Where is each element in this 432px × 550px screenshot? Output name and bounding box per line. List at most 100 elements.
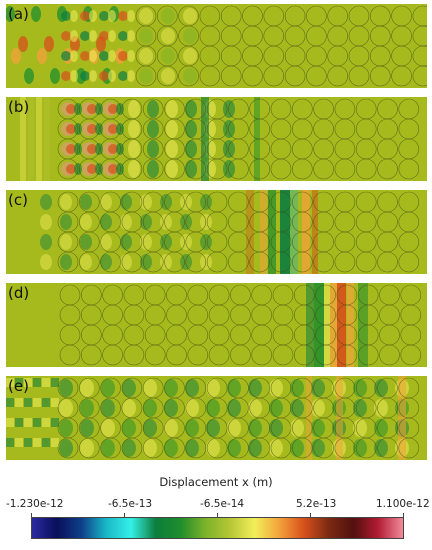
field-band <box>302 190 310 274</box>
field-blob <box>185 419 199 437</box>
tick-label-4: 5.2e-13 <box>296 498 337 510</box>
field-blob <box>40 254 52 270</box>
field-blob <box>40 234 52 250</box>
field-blob <box>185 100 197 118</box>
field-blob <box>118 11 128 21</box>
field-blob <box>185 439 199 457</box>
field-blob <box>166 100 178 118</box>
field-band <box>330 283 338 367</box>
field-blob <box>248 379 262 397</box>
field-blob <box>183 28 197 44</box>
field-blob <box>143 439 157 457</box>
field-cell <box>51 438 59 447</box>
inclusion-circle <box>185 251 207 273</box>
field-blob <box>139 48 153 64</box>
field-blob <box>353 379 367 397</box>
field-blob <box>206 399 220 417</box>
field-blob <box>80 439 94 457</box>
field-blob <box>99 31 109 41</box>
inclusion-circle <box>102 344 123 366</box>
inclusion-circle <box>228 437 249 459</box>
field-cell <box>6 418 14 427</box>
inclusion-circle <box>164 437 185 459</box>
panel-a: (a) <box>6 4 427 88</box>
field-band <box>306 376 312 460</box>
inclusion-circle <box>334 251 356 273</box>
field-cell <box>24 398 32 407</box>
panel-b-field <box>6 97 427 181</box>
field-blob <box>122 379 136 397</box>
field-blob <box>108 124 118 134</box>
field-band <box>280 190 290 274</box>
inclusion-circle <box>230 344 251 366</box>
tick-mark-4 <box>310 513 311 518</box>
field-blob <box>118 51 128 61</box>
field-band <box>268 190 276 274</box>
field-blob <box>185 140 197 158</box>
field-band <box>337 283 346 367</box>
colorbar <box>31 517 404 539</box>
field-blob <box>166 120 178 138</box>
inclusion-circle <box>220 65 242 87</box>
field-blob <box>116 123 124 135</box>
inclusion-circle <box>251 344 272 366</box>
field-cell <box>24 378 32 387</box>
inclusion-circle <box>398 158 420 180</box>
field-cell <box>15 418 23 427</box>
panel-d-field <box>6 283 427 367</box>
field-blob <box>80 194 92 210</box>
field-blob <box>108 164 118 174</box>
field-blob <box>127 70 135 82</box>
field-blob <box>161 8 175 24</box>
colorbar-legend: Displacement x (m) -1.230e-12 -6.5e-13 -… <box>0 467 432 550</box>
field-blob <box>128 100 140 118</box>
field-blob <box>99 11 109 21</box>
field-band <box>290 190 298 274</box>
field-band <box>306 283 314 367</box>
field-blob <box>66 164 76 174</box>
field-blob <box>127 10 135 22</box>
inclusion-circle <box>313 158 334 180</box>
field-band <box>260 190 267 274</box>
field-cell <box>24 418 32 427</box>
field-blob <box>183 68 197 84</box>
field-blob <box>24 68 34 84</box>
inclusion-circle <box>355 437 377 459</box>
field-blob <box>311 439 325 457</box>
inclusion-circle <box>142 437 164 459</box>
field-blob <box>353 439 367 457</box>
inclusion-circle <box>185 437 207 459</box>
field-blob <box>11 48 21 64</box>
inclusion-circle <box>348 65 370 87</box>
field-cell <box>24 438 32 447</box>
inclusion-circle <box>357 344 379 366</box>
field-cell <box>15 398 23 407</box>
field-blob <box>80 51 90 61</box>
inclusion-circle <box>79 437 100 459</box>
field-blob <box>89 10 97 22</box>
field-blob <box>353 419 367 437</box>
field-cell <box>6 378 14 387</box>
field-blob <box>87 124 97 134</box>
field-blob <box>311 419 325 437</box>
field-blob <box>206 419 220 437</box>
field-blob <box>139 28 153 44</box>
field-blob <box>101 419 115 437</box>
field-blob <box>118 71 128 81</box>
field-blob <box>160 254 172 270</box>
inclusion-circle <box>377 251 398 273</box>
field-blob <box>206 439 220 457</box>
field-blob <box>143 419 157 437</box>
inclusion-circle <box>313 251 334 273</box>
inclusion-circle <box>291 251 313 273</box>
field-blob <box>269 439 283 457</box>
inclusion-circle <box>164 251 185 273</box>
field-blob <box>60 214 72 230</box>
inclusion-circle <box>59 344 81 366</box>
field-blob <box>248 399 262 417</box>
field-blob <box>80 379 94 397</box>
field-band <box>201 97 209 181</box>
inclusion-circle <box>206 251 228 273</box>
field-blob <box>87 164 97 174</box>
field-band <box>254 97 260 181</box>
